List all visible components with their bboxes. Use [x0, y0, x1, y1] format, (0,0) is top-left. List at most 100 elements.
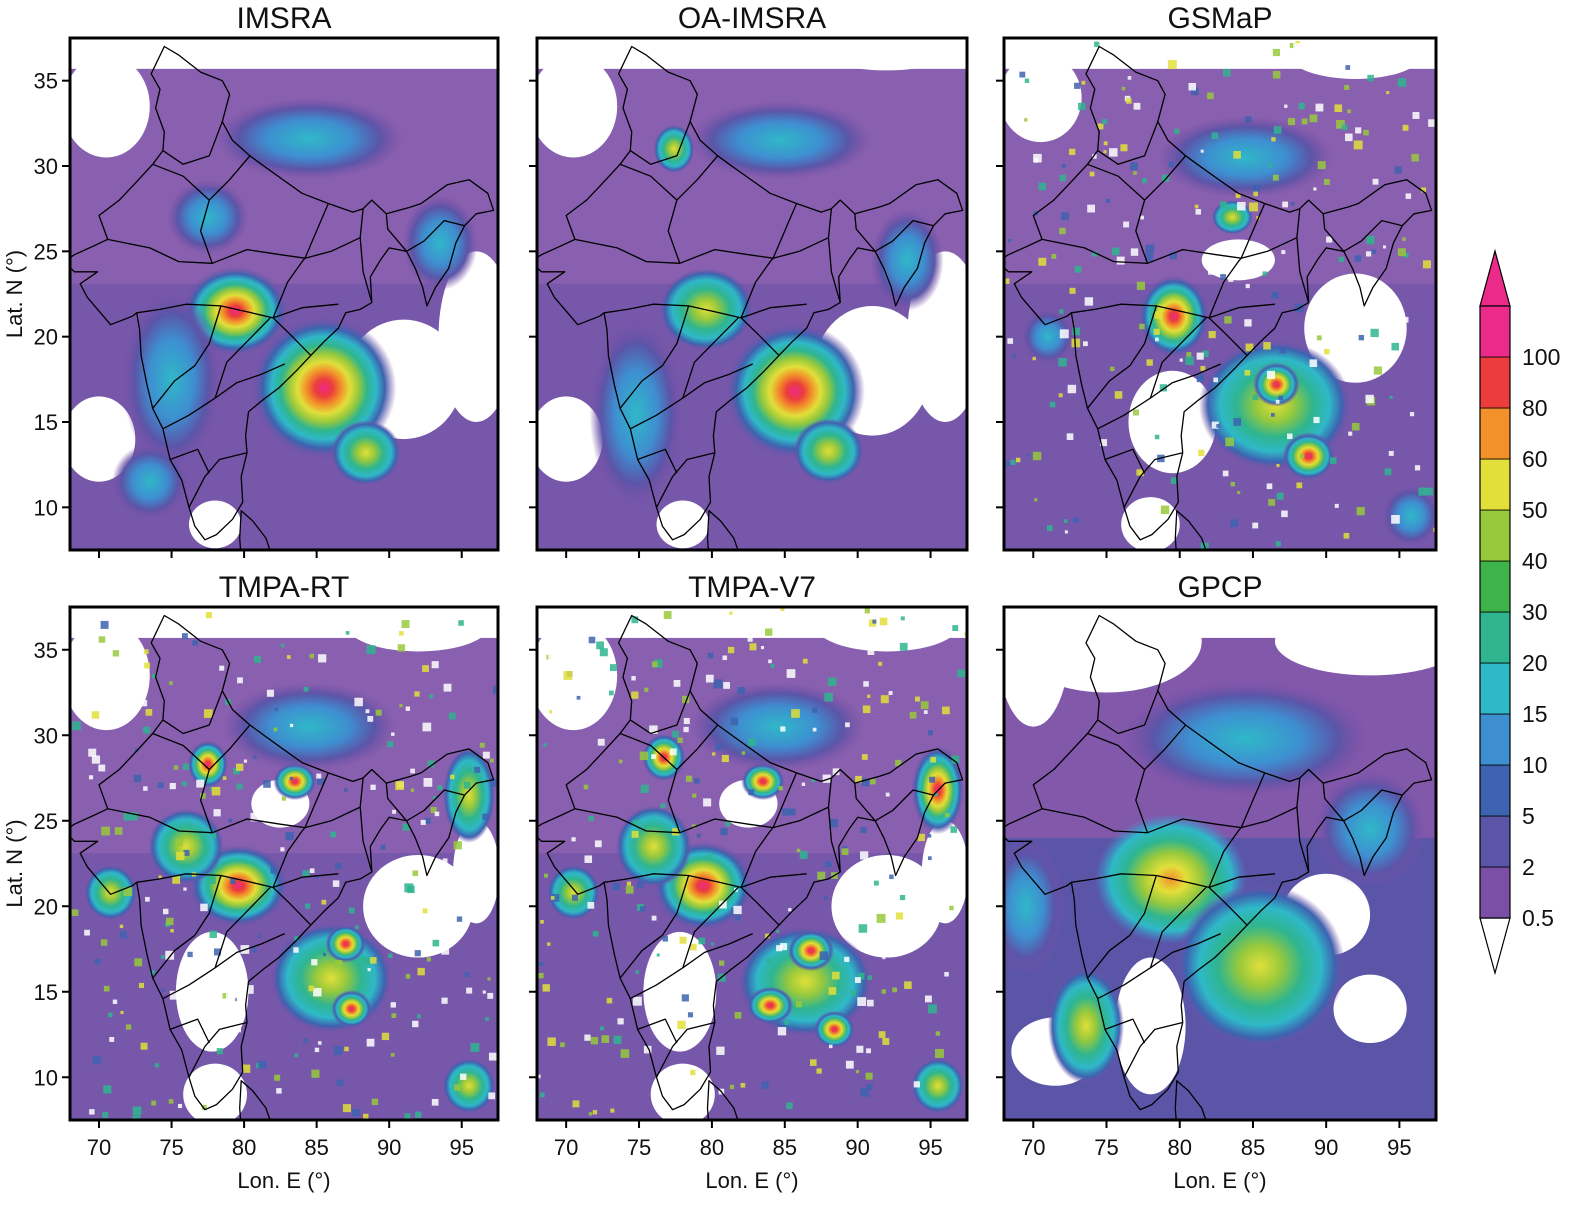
- state-border: [359, 208, 373, 303]
- state-border: [619, 305, 690, 409]
- panel-title: TMPA-V7: [688, 571, 816, 604]
- x-tick-label: 90: [377, 1135, 401, 1160]
- state-border: [1086, 875, 1157, 979]
- map-panel-6: GPCP 70 75 80 85 90 95 Lon. E (°): [996, 571, 1438, 1193]
- state-border: [107, 237, 361, 264]
- x-tick-label: 95: [918, 1135, 942, 1160]
- state-border: [162, 690, 223, 735]
- colorbar-label: 100: [1522, 344, 1560, 370]
- state-border: [629, 933, 753, 1000]
- x-tick-label: 80: [232, 1135, 256, 1160]
- x-tick-label: 80: [700, 1135, 724, 1160]
- x-tick-label: 95: [1387, 1135, 1411, 1160]
- state-border: [827, 208, 841, 303]
- state-border: [272, 203, 329, 319]
- state-border: [152, 305, 222, 409]
- colorbar-segment: [1479, 509, 1511, 562]
- state-border: [1322, 213, 1345, 252]
- state-border: [682, 317, 739, 399]
- colorbar-over-triangle: [1479, 248, 1511, 307]
- country-outline: [537, 45, 964, 541]
- x-tick-label: 80: [1167, 1135, 1191, 1160]
- colorbar: 0.5 2 5 10 15 20 30 40 50 60 80 100: [1479, 248, 1560, 976]
- panel-frame: [535, 605, 969, 1122]
- country-outline: [1004, 614, 1433, 1111]
- map-panel-4: TMPA-RT 70 75 80 85 90 95 35 30 25 20 15 10 Lon. E (°…: [2, 571, 500, 1193]
- x-tick-label: 70: [554, 1135, 578, 1160]
- colorbar-segment: [1479, 662, 1511, 715]
- country-outline: [537, 614, 964, 1111]
- state-border: [682, 886, 739, 968]
- x-tick-label: 70: [1021, 1135, 1045, 1160]
- colorbar-segment: [1479, 560, 1511, 613]
- map-panel-3: GSMaP: [996, 2, 1438, 558]
- panel-title: TMPA-RT: [219, 571, 350, 604]
- x-tick-label: 75: [159, 1135, 183, 1160]
- state-border: [740, 317, 780, 356]
- colorbar-label: 5: [1522, 803, 1535, 829]
- state-border: [1296, 208, 1310, 303]
- state-border: [854, 213, 876, 252]
- island-outline: [239, 1080, 271, 1120]
- state-border: [629, 121, 691, 165]
- colorbar-label: 60: [1522, 446, 1548, 472]
- state-border: [1343, 789, 1403, 822]
- colorbar-label: 30: [1522, 599, 1548, 625]
- rainfall-field: [537, 607, 967, 1120]
- state-border: [1087, 732, 1146, 770]
- country-outline: [70, 614, 495, 1111]
- country-outline: [70, 45, 495, 541]
- y-axis-title: Lat. N (°): [2, 250, 27, 338]
- state-border: [1208, 772, 1266, 888]
- island-outline: [706, 1080, 739, 1120]
- panel-title: OA-IMSRA: [678, 2, 826, 35]
- x-tick-label: 95: [449, 1135, 473, 1160]
- state-border: [1208, 886, 1248, 926]
- state-border: [1343, 219, 1403, 252]
- map-panel-5: TMPA-V7 70 75 80 85 90 95 Lon. E (°): [529, 571, 969, 1193]
- y-tick-label: 30: [34, 723, 58, 748]
- colorbar-segment: [1479, 356, 1511, 409]
- colorbar-segment: [1479, 764, 1511, 817]
- political-boundaries: [70, 614, 495, 1120]
- state-border: [1123, 452, 1183, 508]
- y-tick-label: 30: [34, 154, 58, 179]
- state-border: [1104, 1018, 1146, 1044]
- x-tick-label: 85: [1241, 1135, 1265, 1160]
- state-border: [136, 303, 339, 319]
- panel-title: IMSRA: [236, 2, 331, 35]
- x-tick-label: 75: [627, 1135, 651, 1160]
- colorbar-label: 80: [1522, 395, 1548, 421]
- political-boundaries: [1004, 45, 1433, 550]
- state-border: [574, 237, 829, 264]
- island-outline: [239, 510, 271, 550]
- state-border: [740, 772, 798, 888]
- map-panel-1: IMSRA 35 30 25 20 15 10 Lat. N (°): [2, 2, 500, 558]
- y-tick-label: 10: [34, 1065, 58, 1090]
- state-border: [406, 219, 465, 252]
- state-border: [272, 886, 312, 926]
- state-border: [406, 789, 465, 822]
- state-border: [1208, 203, 1266, 319]
- state-border: [107, 806, 361, 834]
- state-border: [740, 203, 798, 319]
- country-outline: [1004, 45, 1433, 541]
- x-tick-label: 85: [773, 1135, 797, 1160]
- state-border: [827, 777, 841, 873]
- y-tick-label: 35: [34, 638, 58, 663]
- y-tick-label: 25: [34, 809, 58, 834]
- state-border: [169, 1018, 210, 1044]
- y-tick-label: 25: [34, 239, 58, 264]
- political-boundaries: [1004, 614, 1433, 1120]
- political-boundaries: [537, 614, 964, 1120]
- colorbar-label: 15: [1522, 701, 1548, 727]
- y-tick-label: 10: [34, 495, 58, 520]
- state-border: [1123, 1021, 1183, 1078]
- x-tick-label: 85: [304, 1135, 328, 1160]
- colorbar-segment: [1479, 866, 1511, 919]
- panel-frame: [68, 605, 500, 1122]
- state-border: [1087, 163, 1146, 201]
- state-border: [1097, 933, 1221, 1000]
- x-tick-label: 90: [845, 1135, 869, 1160]
